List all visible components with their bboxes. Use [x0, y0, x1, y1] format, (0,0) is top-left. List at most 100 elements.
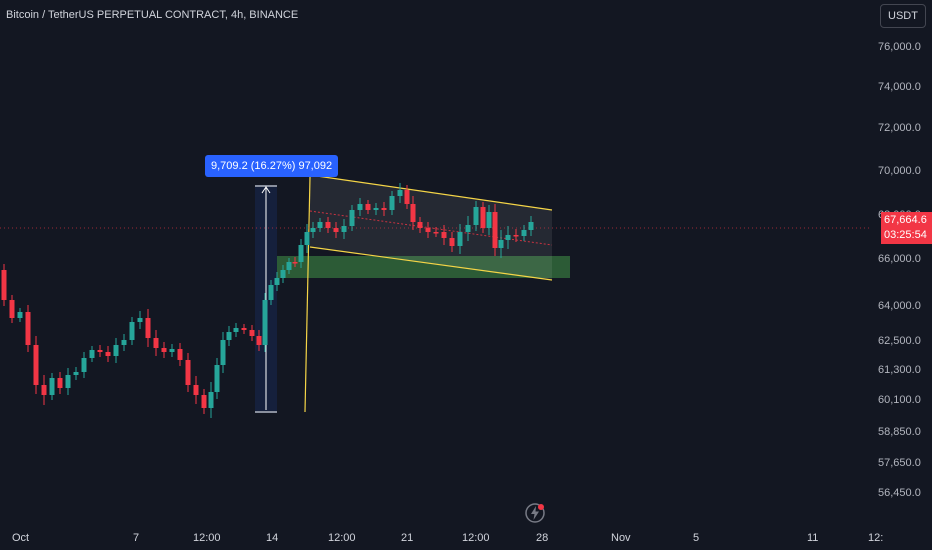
candle-body [473, 207, 479, 225]
candle-body [325, 222, 331, 228]
price-axis-label: 76,000.0 [878, 41, 921, 53]
candle-body [457, 232, 463, 246]
candle-body [492, 212, 498, 248]
candle-body [286, 262, 292, 270]
candle-body [145, 318, 151, 338]
candle-body [433, 232, 439, 234]
time-axis-label: 12:00 [462, 532, 490, 544]
candle-body [169, 349, 175, 352]
candle-body [425, 228, 431, 232]
candle-body [161, 348, 167, 352]
channel-lower-line [309, 246, 553, 281]
candle-body [153, 338, 159, 348]
candle-body [25, 312, 31, 345]
candle-body [528, 222, 534, 230]
price-axis-label: 72,000.0 [878, 122, 921, 134]
candle-body [397, 190, 403, 196]
candle-body [73, 372, 79, 375]
candle-body [298, 245, 304, 262]
candle-body [498, 240, 504, 248]
candle-body [280, 270, 286, 278]
time-axis-label: 5 [693, 532, 700, 544]
current-price: 67,664.6 [884, 214, 927, 226]
time-axis-label: Nov [611, 532, 631, 544]
candle-body [486, 212, 492, 228]
candle-body [177, 349, 183, 360]
time-axis-label: 14 [266, 532, 279, 544]
candle-body [341, 226, 347, 232]
candle-body [113, 345, 119, 356]
candle-body [137, 318, 143, 322]
candle-body [220, 340, 226, 365]
chart-pane[interactable] [0, 0, 870, 526]
price-axis-label: 62,500.0 [878, 335, 921, 347]
candle-body [349, 210, 355, 226]
measure-label: 9,709.2 (16.27%) 97,092 [205, 155, 339, 177]
candle-body [505, 235, 511, 240]
candle-body [208, 392, 214, 408]
candle-body [333, 228, 339, 232]
channel-upper-line [309, 174, 553, 211]
price-axis-label: 64,000.0 [878, 300, 921, 312]
candle-body [17, 312, 23, 318]
candle-body [317, 222, 323, 228]
candle-body [404, 190, 410, 204]
time-axis-label: 12: [868, 532, 884, 544]
candle-body [41, 385, 47, 395]
candle-body [214, 365, 220, 392]
candle-body [480, 207, 486, 228]
time-axis-label: 21 [401, 532, 414, 544]
candle-body [241, 328, 247, 330]
candle-body [65, 375, 71, 388]
candle-body [465, 225, 471, 232]
candle-body [129, 322, 135, 340]
candle-body [410, 204, 416, 222]
price-axis-label: 56,450.0 [878, 487, 921, 499]
candle-body [9, 300, 15, 318]
candle-body [357, 204, 363, 210]
candle-body [262, 300, 268, 345]
price-axis-label: 70,000.0 [878, 165, 921, 177]
price-axis-label: 74,000.0 [878, 81, 921, 93]
measure-arrow-head [261, 186, 271, 194]
candle-body [193, 385, 199, 395]
candle-body [449, 238, 455, 246]
bolt-icon[interactable] [524, 502, 546, 524]
candle-body [121, 340, 127, 345]
price-axis-label: 57,650.0 [878, 457, 921, 469]
symbol-title: Bitcoin / TetherUS PERPETUAL CONTRACT, 4… [6, 9, 299, 21]
candle-body [521, 230, 527, 236]
time-axis-label: 12:00 [328, 532, 356, 544]
channel-anchor-line [304, 176, 311, 413]
candle-body [441, 232, 447, 238]
price-axis-label: 58,850.0 [878, 426, 921, 438]
price-axis-label: 61,300.0 [878, 364, 921, 376]
candle-body [33, 345, 39, 385]
price-axis-label: 66,000.0 [878, 253, 921, 265]
candle-body [97, 350, 103, 352]
candle-body [268, 285, 274, 300]
time-axis-label: 12:00 [193, 532, 221, 544]
candle-body [1, 270, 7, 300]
price-axis-label: 60,100.0 [878, 394, 921, 406]
candle-body [304, 232, 310, 245]
countdown: 03:25:54 [884, 229, 927, 241]
candle-body [89, 350, 95, 358]
candlestick-chart[interactable] [0, 0, 870, 526]
time-axis-label: 7 [133, 532, 140, 544]
candle-body [389, 196, 395, 210]
candle-body [365, 204, 371, 210]
time-axis-label: 28 [536, 532, 549, 544]
candle-body [292, 262, 298, 264]
candle-body [417, 222, 423, 228]
time-axis-label: Oct [12, 532, 30, 544]
candle-body [381, 208, 387, 210]
candle-body [249, 330, 255, 336]
candle-body [185, 360, 191, 385]
currency-button[interactable]: USDT [880, 4, 926, 28]
candle-body [81, 358, 87, 372]
candle-body [274, 278, 280, 285]
current-price-tag: 67,664.6 03:25:54 [881, 212, 932, 244]
time-axis-label: 11 [807, 532, 819, 544]
candle-body [105, 352, 111, 356]
